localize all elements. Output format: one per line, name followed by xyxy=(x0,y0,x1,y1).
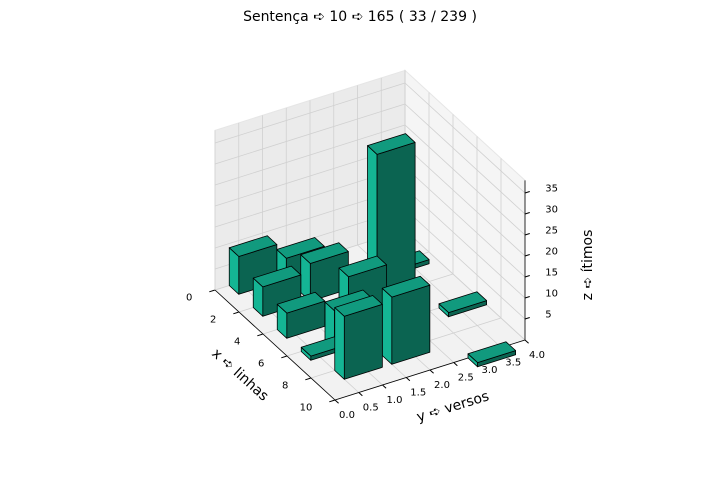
bar-top xyxy=(381,275,431,298)
bar xyxy=(467,341,516,368)
bar-top xyxy=(438,291,488,314)
y-tick xyxy=(382,384,387,389)
y-axis-label: y ➪ versos xyxy=(415,388,491,425)
x-tick xyxy=(305,377,312,381)
x-tick-label: 2 xyxy=(210,314,216,325)
z-tick xyxy=(524,296,530,299)
y-tick-label: 0.0 xyxy=(339,410,355,421)
grid-line xyxy=(404,187,526,299)
grid-line xyxy=(404,103,526,215)
z-tick xyxy=(524,317,530,320)
y-tick xyxy=(453,362,458,367)
x-tick-label: 8 xyxy=(282,380,288,391)
z-tick xyxy=(524,254,530,257)
y-tick-label: 3.0 xyxy=(482,365,498,376)
z-tick xyxy=(524,275,530,278)
grid-line xyxy=(404,166,526,278)
bar xyxy=(381,275,431,365)
grid-line xyxy=(214,103,406,165)
y-tick-label: 2.0 xyxy=(434,380,450,391)
bar xyxy=(334,295,383,380)
x-tick xyxy=(209,289,216,293)
z-tick-label: 30 xyxy=(545,205,558,216)
y-tick xyxy=(405,377,411,382)
bar-top xyxy=(338,255,388,278)
bar-top xyxy=(300,242,349,264)
y-tick-label: 1.0 xyxy=(387,395,403,406)
x-tick-label: 6 xyxy=(258,358,264,369)
z-tick-label: 15 xyxy=(545,268,558,279)
bar xyxy=(276,291,326,339)
z-tick-label: 35 xyxy=(545,184,558,195)
y-tick-label: 0.5 xyxy=(363,403,379,414)
y-tick xyxy=(429,369,434,374)
y-tick xyxy=(334,399,339,404)
x-tick xyxy=(233,311,240,315)
z-tick-label: 5 xyxy=(545,310,551,321)
bar-top xyxy=(276,291,326,314)
y-tick-label: 2.5 xyxy=(458,373,474,384)
z-axis-label: z ➪ ítimos xyxy=(580,230,596,301)
chart-title: Sentença ➪ 10 ➪ 165 ( 33 / 239 ) xyxy=(243,9,477,25)
y-tick xyxy=(358,392,363,397)
y-tick xyxy=(524,339,529,344)
x-tick-label: 10 xyxy=(300,402,313,413)
x-tick-label: 4 xyxy=(234,336,240,347)
bar-top xyxy=(334,295,383,317)
z-tick-label: 20 xyxy=(545,247,558,258)
z-tick-label: 10 xyxy=(545,289,558,300)
bar xyxy=(438,291,488,318)
grid-line xyxy=(214,82,406,144)
bar-side xyxy=(381,287,393,365)
y-tick-label: 1.5 xyxy=(410,388,426,399)
grid-line xyxy=(404,145,526,257)
z-tick xyxy=(524,233,530,236)
z-tick-label: 25 xyxy=(545,226,558,237)
grid-line xyxy=(404,229,526,341)
x-axis-label: x ➪ linhas xyxy=(209,346,272,405)
y-tick-label: 4.0 xyxy=(529,350,545,361)
bar-top xyxy=(252,265,302,288)
x-axis xyxy=(214,289,336,401)
bar-front xyxy=(343,303,383,380)
y-tick-label: 3.5 xyxy=(505,358,521,369)
x-tick xyxy=(257,333,264,337)
grid-line xyxy=(404,124,526,236)
bar-front xyxy=(391,284,431,365)
z-tick xyxy=(524,212,530,215)
grid-line xyxy=(404,82,526,194)
x-tick xyxy=(329,399,336,403)
bar-top xyxy=(228,235,278,257)
bar-top xyxy=(276,237,325,259)
bar-top xyxy=(367,133,416,155)
grid-line xyxy=(404,208,526,320)
grid-line xyxy=(214,124,406,186)
x-tick xyxy=(281,355,288,359)
bar-side xyxy=(334,307,345,380)
bar-top xyxy=(467,341,516,364)
z-tick xyxy=(524,191,530,194)
x-tick-label: 0 xyxy=(186,292,192,303)
